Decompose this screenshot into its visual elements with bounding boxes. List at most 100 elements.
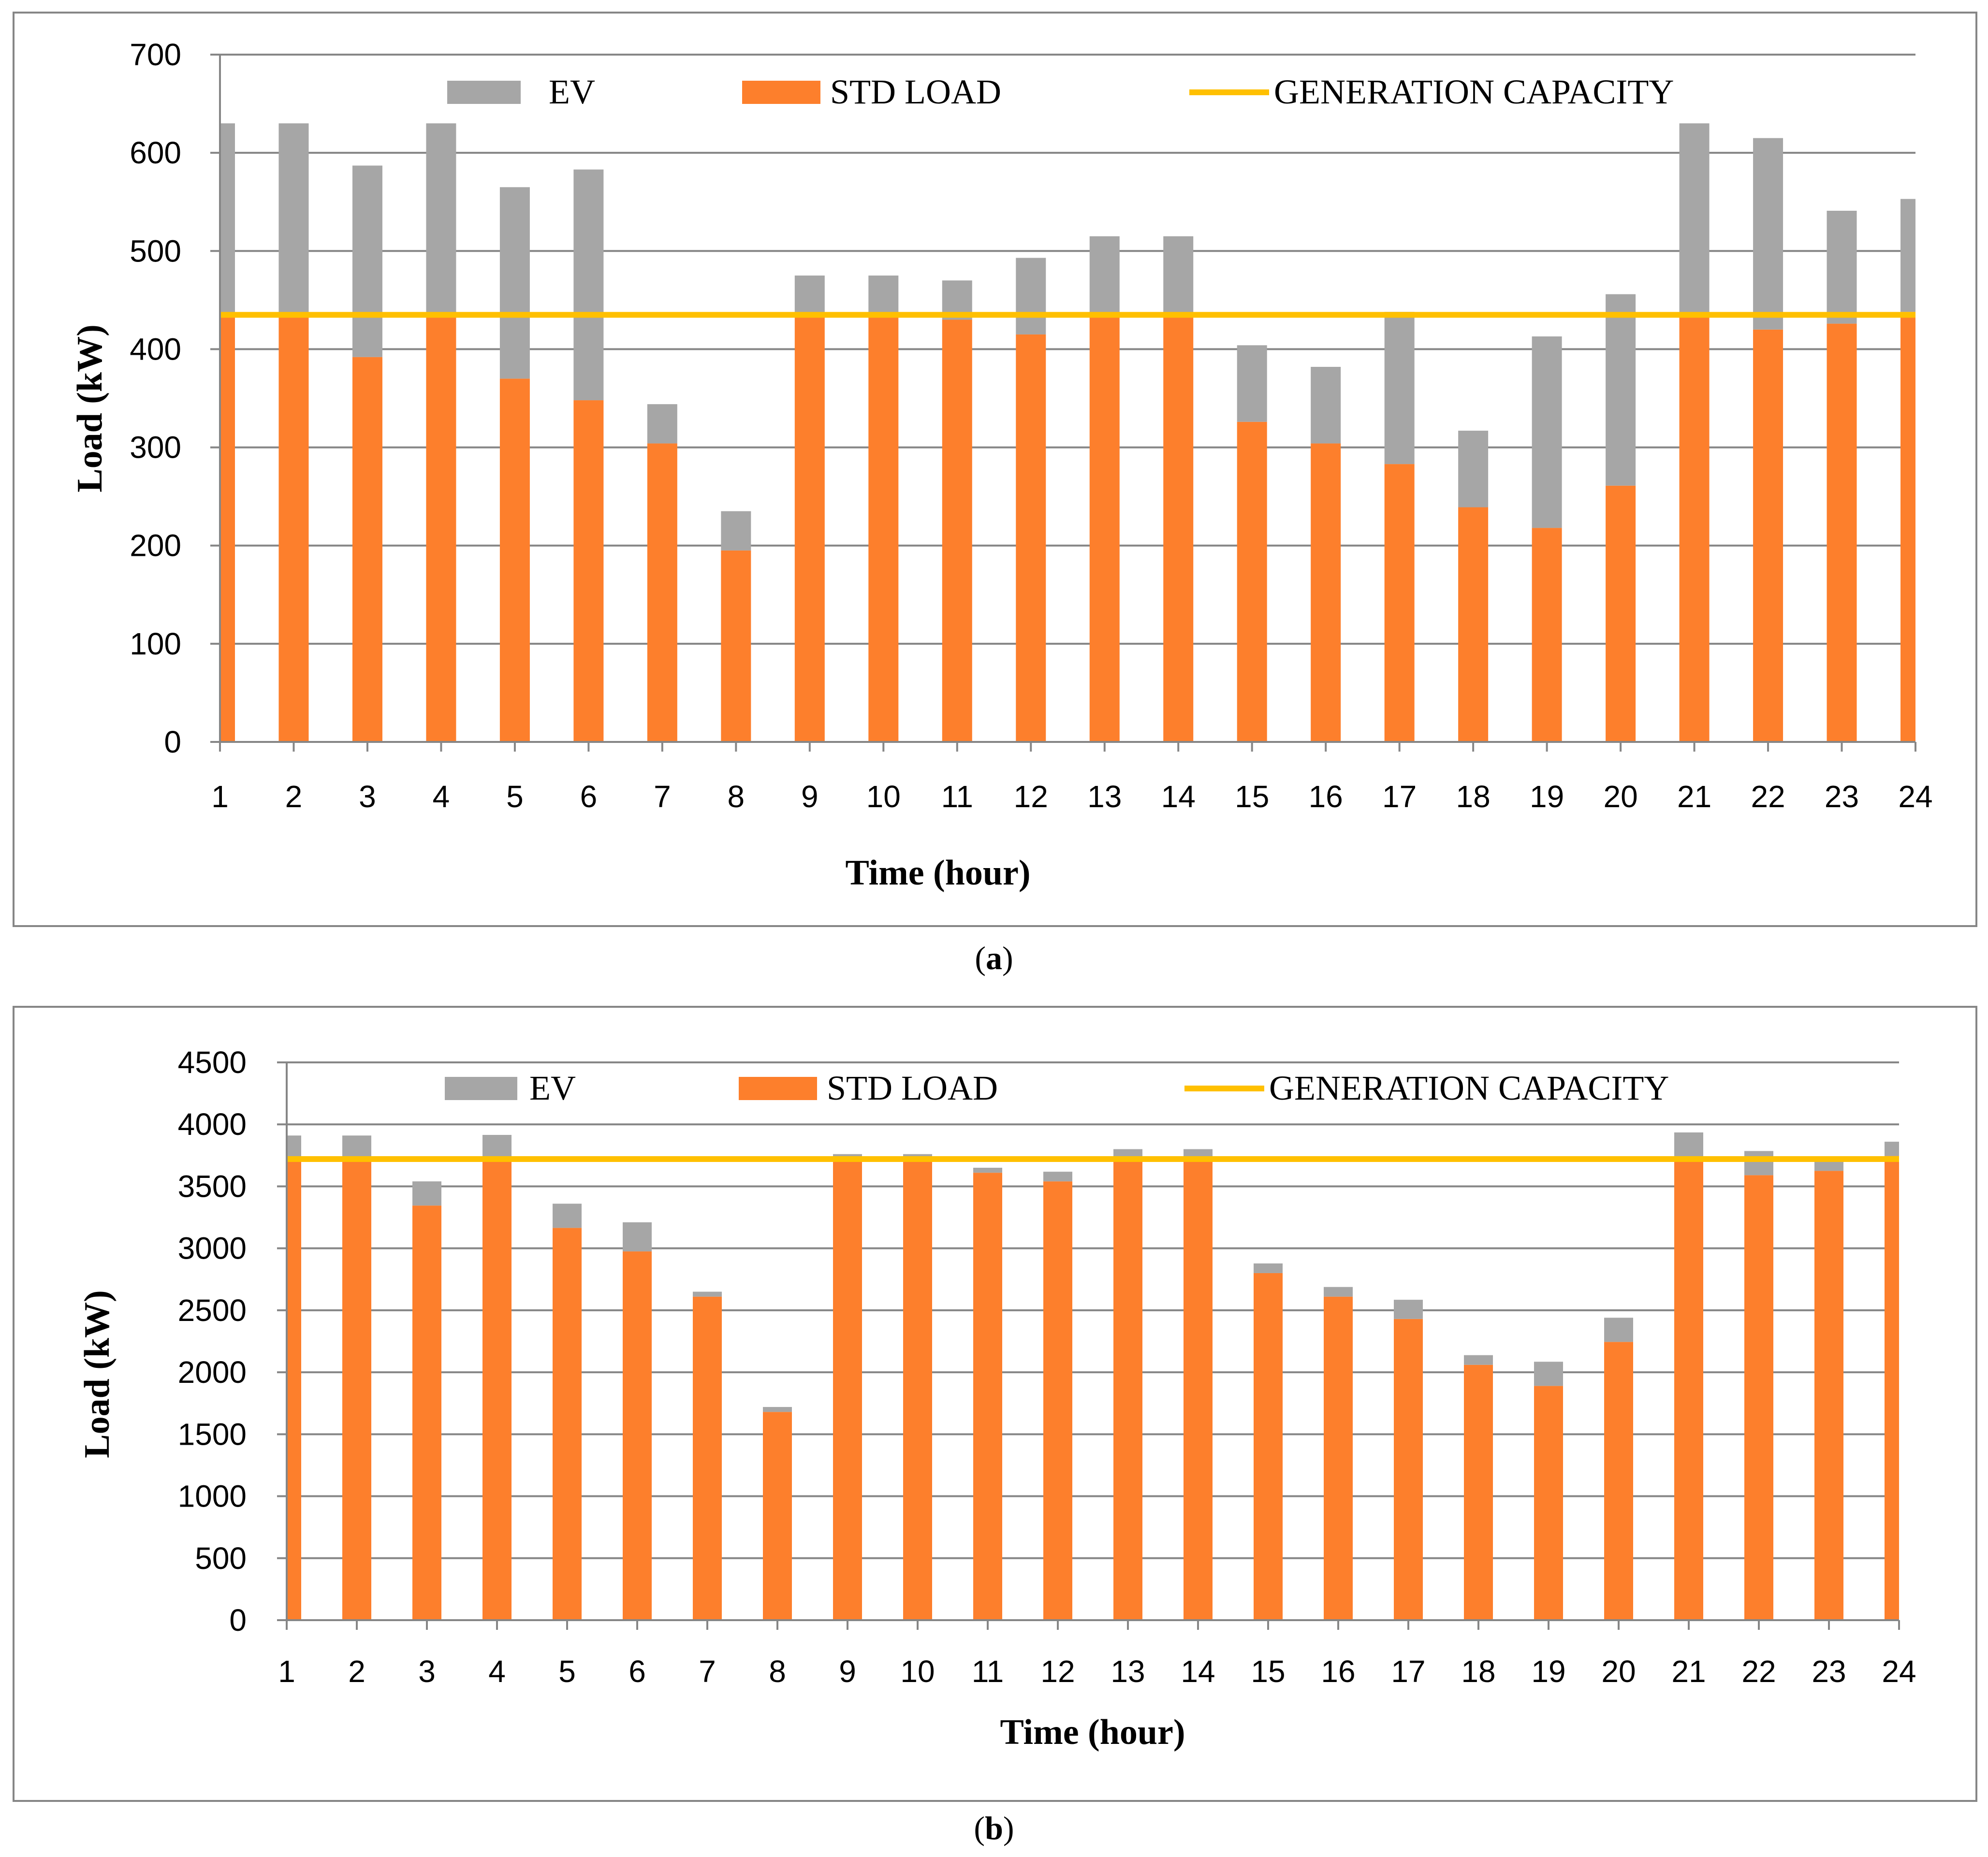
bar-std-load <box>868 315 899 742</box>
bar-ev <box>499 187 530 379</box>
bars-b <box>287 1132 1899 1620</box>
caption-letter-a: a <box>986 940 1002 976</box>
bar-std-load <box>1674 1156 1703 1620</box>
bar-ev <box>342 1135 371 1160</box>
x-tick-label: 17 <box>1391 1654 1425 1689</box>
y-axis-title-b: Load (kW) <box>77 1290 117 1458</box>
legend-label-generation-capacity: GENERATION CAPACITY <box>1274 73 1674 111</box>
x-tick-label: 18 <box>1456 779 1491 814</box>
bar-std-load <box>573 400 604 742</box>
bar-std-load <box>973 1173 1002 1620</box>
bar-std-load <box>1324 1296 1353 1620</box>
bar-ev <box>287 1135 301 1160</box>
bar-ev <box>1674 1132 1703 1157</box>
x-tick-label: 4 <box>488 1654 506 1689</box>
y-tick-label: 0 <box>229 1603 247 1638</box>
x-tick-label: 2 <box>348 1654 365 1689</box>
bar-std-load <box>1679 315 1710 742</box>
bar-ev <box>1384 312 1415 464</box>
bar-std-load <box>342 1159 371 1620</box>
y-tick-label: 0 <box>164 725 181 759</box>
x-tick-label: 3 <box>418 1654 436 1689</box>
bar-std-load <box>763 1412 792 1620</box>
bar-ev <box>1606 294 1636 486</box>
x-tick-label: 23 <box>1825 779 1859 814</box>
bar-std-load <box>903 1159 932 1620</box>
bar-std-load <box>1113 1159 1142 1620</box>
bar-ev <box>553 1204 582 1228</box>
bar-ev <box>482 1135 512 1160</box>
y-tick-label: 500 <box>195 1541 247 1576</box>
bar-ev <box>763 1407 792 1412</box>
y-tick-label: 1000 <box>178 1479 247 1514</box>
bar-std-load <box>220 315 235 742</box>
bar-ev <box>721 511 751 551</box>
bar-std-load <box>647 443 677 742</box>
bar-ev <box>278 123 309 315</box>
x-tick-label: 19 <box>1531 1654 1565 1689</box>
y-tick-labels-b: 0 500 1000 1500 2000 2500 3000 3500 4000 4500 <box>178 1045 247 1638</box>
x-axis-title-a: Time (hour) <box>845 853 1030 893</box>
y-axis-title-a: Load (kW) <box>70 324 110 492</box>
legend-label-ev: EV <box>549 73 595 111</box>
legend-swatch-std-load <box>739 1077 817 1100</box>
x-tick-label: 21 <box>1671 1654 1706 1689</box>
bar-std-load <box>278 315 309 742</box>
y-tick-labels-a: 0 100 200 300 400 500 600 700 <box>130 37 181 759</box>
bar-std-load <box>499 378 530 742</box>
bar-std-load <box>1089 315 1120 742</box>
x-tick-label: 18 <box>1461 1654 1495 1689</box>
x-tick-label: 23 <box>1812 1654 1846 1689</box>
bar-std-load <box>1016 334 1046 742</box>
bar-std-load <box>1254 1273 1283 1620</box>
caption-a: (a) <box>975 940 1013 976</box>
bar-ev <box>1900 199 1915 312</box>
x-tick-label: 6 <box>580 779 598 814</box>
x-tick-label: 1 <box>211 779 229 814</box>
bar-ev <box>1163 236 1194 315</box>
axes-a <box>210 54 1916 752</box>
bar-std-load <box>1458 507 1489 742</box>
bar-ev <box>1254 1263 1283 1273</box>
bar-std-load <box>1606 485 1636 742</box>
y-tick-label: 1500 <box>178 1417 247 1451</box>
bar-std-load <box>1604 1342 1633 1620</box>
y-tick-label: 2500 <box>178 1293 247 1328</box>
legend-b: EV STD LOAD GENERATION CAPACITY <box>445 1069 1669 1107</box>
x-tick-label: 7 <box>699 1654 716 1689</box>
bar-ev <box>693 1291 722 1297</box>
y-tick-label: 600 <box>130 135 181 170</box>
caption-letter-b: b <box>985 1810 1003 1846</box>
x-axis-title-b: Time (hour) <box>1000 1712 1185 1752</box>
y-tick-label: 3000 <box>178 1231 247 1266</box>
x-tick-label: 10 <box>900 1654 935 1689</box>
bar-std-load <box>1814 1171 1843 1620</box>
bar-std-load <box>623 1251 652 1620</box>
axes-b <box>277 1061 1900 1630</box>
bar-ev <box>1885 1142 1899 1156</box>
bar-std-load <box>693 1296 722 1620</box>
y-tick-label: 700 <box>130 37 181 72</box>
bar-ev <box>412 1181 441 1206</box>
bar-ev <box>1753 138 1783 330</box>
bar-std-load <box>412 1205 441 1620</box>
bar-ev <box>1237 345 1267 422</box>
x-tick-label: 21 <box>1677 779 1711 814</box>
bar-ev <box>1827 210 1857 324</box>
gridlines-b <box>287 1061 1899 1559</box>
x-tick-label: 11 <box>941 779 973 814</box>
x-tick-label: 17 <box>1382 779 1417 814</box>
legend-label-std-load: STD LOAD <box>827 1069 998 1107</box>
bar-std-load <box>794 315 825 742</box>
bar-std-load <box>352 357 382 742</box>
bar-std-load <box>1744 1175 1773 1620</box>
bar-ev <box>794 276 825 315</box>
x-tick-label: 8 <box>728 779 745 814</box>
x-tick-label: 9 <box>839 1654 856 1689</box>
bar-std-load <box>833 1159 862 1620</box>
x-tick-label: 2 <box>285 779 303 814</box>
bar-std-load <box>1237 421 1267 742</box>
